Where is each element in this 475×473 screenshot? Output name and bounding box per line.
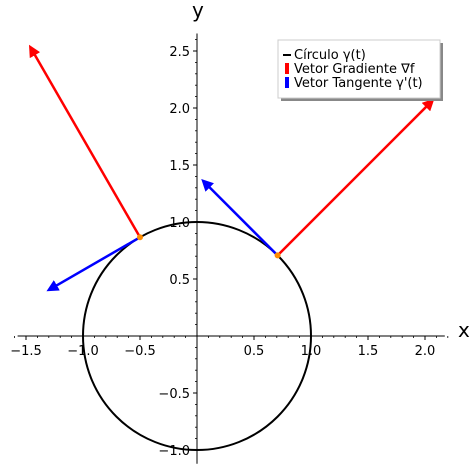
plot-marks [28, 44, 435, 451]
y-tick-label: −1.0 [158, 444, 190, 459]
x-tick-label: 0.5 [244, 344, 265, 359]
legend-label-circle: Círculo γ(t) [294, 48, 366, 63]
tangent-arrow [201, 179, 279, 257]
y-tick-label: −0.5 [158, 387, 190, 402]
x-tick-label: −0.5 [124, 344, 156, 359]
gradient-arrow [28, 44, 142, 238]
legend-swatch-tangent [285, 77, 289, 88]
legend-box [277, 39, 441, 99]
x-tick-label: 2.0 [415, 344, 436, 359]
x-tick-label: 1.5 [358, 344, 379, 359]
circle-curve [82, 221, 312, 451]
x-axis-label: x [458, 318, 470, 342]
y-tick-label: 0.5 [169, 273, 190, 288]
axes: −1.5 −1.0 −0.5 0.5 1.0 1.5 2.0−1.0−0.50.51.01.… [10, 33, 449, 464]
tangency-point [137, 234, 143, 241]
legend-label-gradient: Vetor Gradiente ∇f [294, 62, 415, 77]
y-tick-label: 2.5 [169, 45, 190, 60]
y-tick-label: 1.5 [169, 159, 190, 174]
y-tick-label: 2.0 [169, 102, 190, 117]
tangency-point [274, 252, 281, 259]
x-tick-label: −1.5 [10, 344, 42, 359]
x-tick-label: −1.0 [67, 344, 99, 359]
y-axis-label: y [192, 0, 204, 22]
tangent-arrow [46, 236, 141, 292]
legend-label-tangent: Vetor Tangente γ'(t) [294, 76, 423, 91]
gradient-arrow [276, 98, 435, 257]
legend-swatch-gradient [285, 63, 289, 74]
legend: Círculo γ(t) Vetor Gradiente ∇f Vetor Ta… [277, 39, 443, 101]
x-tick-label: 1.0 [301, 344, 322, 359]
